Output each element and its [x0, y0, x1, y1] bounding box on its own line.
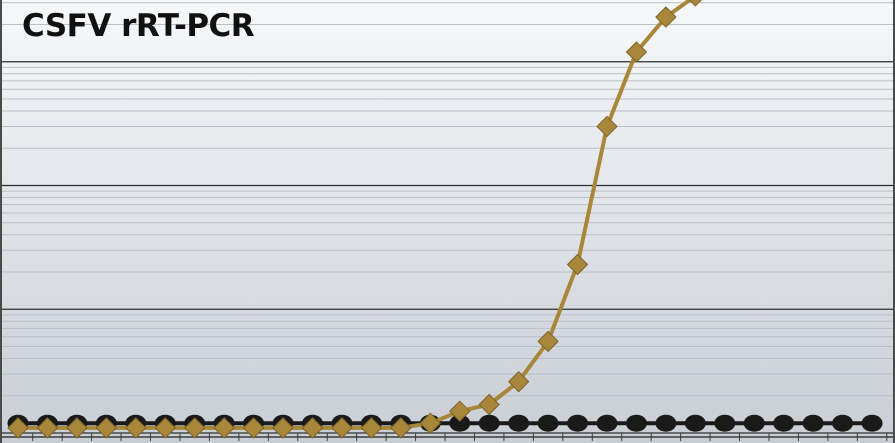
data-point-circle	[537, 414, 559, 432]
data-point-diamond	[390, 417, 412, 439]
data-point-circle	[802, 414, 824, 432]
series-line	[18, 0, 694, 430]
data-point-diamond	[242, 417, 265, 439]
data-point-circle	[596, 414, 618, 432]
data-point-circle	[743, 414, 765, 432]
data-point-circle	[625, 414, 647, 432]
data-point-diamond	[360, 417, 383, 439]
data-point-diamond	[125, 417, 147, 439]
data-point-diamond	[596, 115, 618, 138]
data-point-diamond	[655, 6, 677, 28]
data-point-circle	[684, 414, 706, 432]
data-point-diamond	[331, 417, 353, 439]
data-point-diamond	[449, 400, 471, 422]
data-point-diamond	[272, 417, 294, 439]
data-point-diamond	[301, 417, 324, 439]
data-point-diamond	[213, 417, 235, 439]
data-point-circle	[832, 414, 854, 432]
data-point-diamond	[154, 417, 176, 439]
data-point-diamond	[36, 417, 59, 439]
data-point-circle	[478, 414, 500, 432]
data-point-diamond	[419, 412, 442, 434]
data-point-circle	[508, 414, 530, 432]
data-point-diamond	[66, 417, 88, 439]
data-point-diamond	[95, 417, 118, 439]
data-point-diamond	[537, 330, 559, 353]
data-point-circle	[714, 414, 736, 432]
series-layer	[7, 0, 883, 439]
data-point-diamond	[566, 253, 589, 276]
data-point-circle	[449, 414, 471, 432]
data-point-diamond	[625, 41, 648, 63]
data-point-diamond	[7, 417, 29, 439]
data-point-diamond	[183, 417, 206, 439]
data-point-circle	[567, 414, 589, 432]
data-point-diamond	[478, 393, 500, 416]
data-point-circle	[655, 414, 677, 432]
chart-title: CSFV rRT-PCR	[22, 8, 255, 44]
data-point-diamond	[507, 370, 530, 393]
data-point-circle	[861, 414, 883, 432]
data-point-diamond	[688, 0, 703, 7]
data-point-circle	[773, 414, 795, 432]
